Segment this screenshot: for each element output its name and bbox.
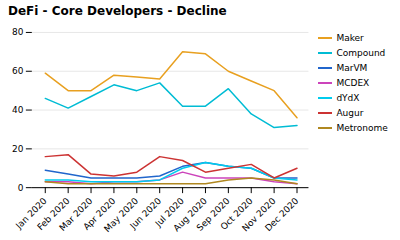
html-text:Compound: Compound (336, 47, 386, 58)
svg-text:Feb 2020: Feb 2020 (35, 195, 72, 233)
html-text:MCDEX: MCDEX (336, 77, 370, 88)
svg-text:Jun 2020: Jun 2020 (128, 195, 164, 231)
svg-text:60: 60 (12, 66, 24, 76)
html-text:Metronome: Metronome (336, 122, 388, 133)
html-text:Maker: Maker (336, 32, 364, 43)
html-text:MarVM: MarVM (336, 62, 368, 73)
html-text:dYdX: dYdX (336, 92, 360, 103)
svg-text:40: 40 (12, 105, 24, 115)
svg-text:Sep 2020: Sep 2020 (194, 195, 232, 233)
svg-text:Dec 2020: Dec 2020 (263, 196, 301, 233)
html-text:Augur: Augur (336, 107, 364, 118)
svg-text:Jan 2020: Jan 2020 (13, 195, 49, 231)
svg-text:80: 80 (12, 27, 24, 37)
html-text:DeFi - Core Developers - Decli: DeFi - Core Developers - Decline (8, 4, 227, 18)
svg-text:20: 20 (12, 144, 24, 154)
svg-text:Oct 2020: Oct 2020 (218, 195, 255, 232)
svg-text:0: 0 (18, 183, 24, 193)
svg-text:Apr 2020: Apr 2020 (81, 195, 118, 232)
svg-text:Mar 2020: Mar 2020 (57, 195, 95, 233)
svg-text:Jul 2020: Jul 2020 (153, 195, 186, 229)
